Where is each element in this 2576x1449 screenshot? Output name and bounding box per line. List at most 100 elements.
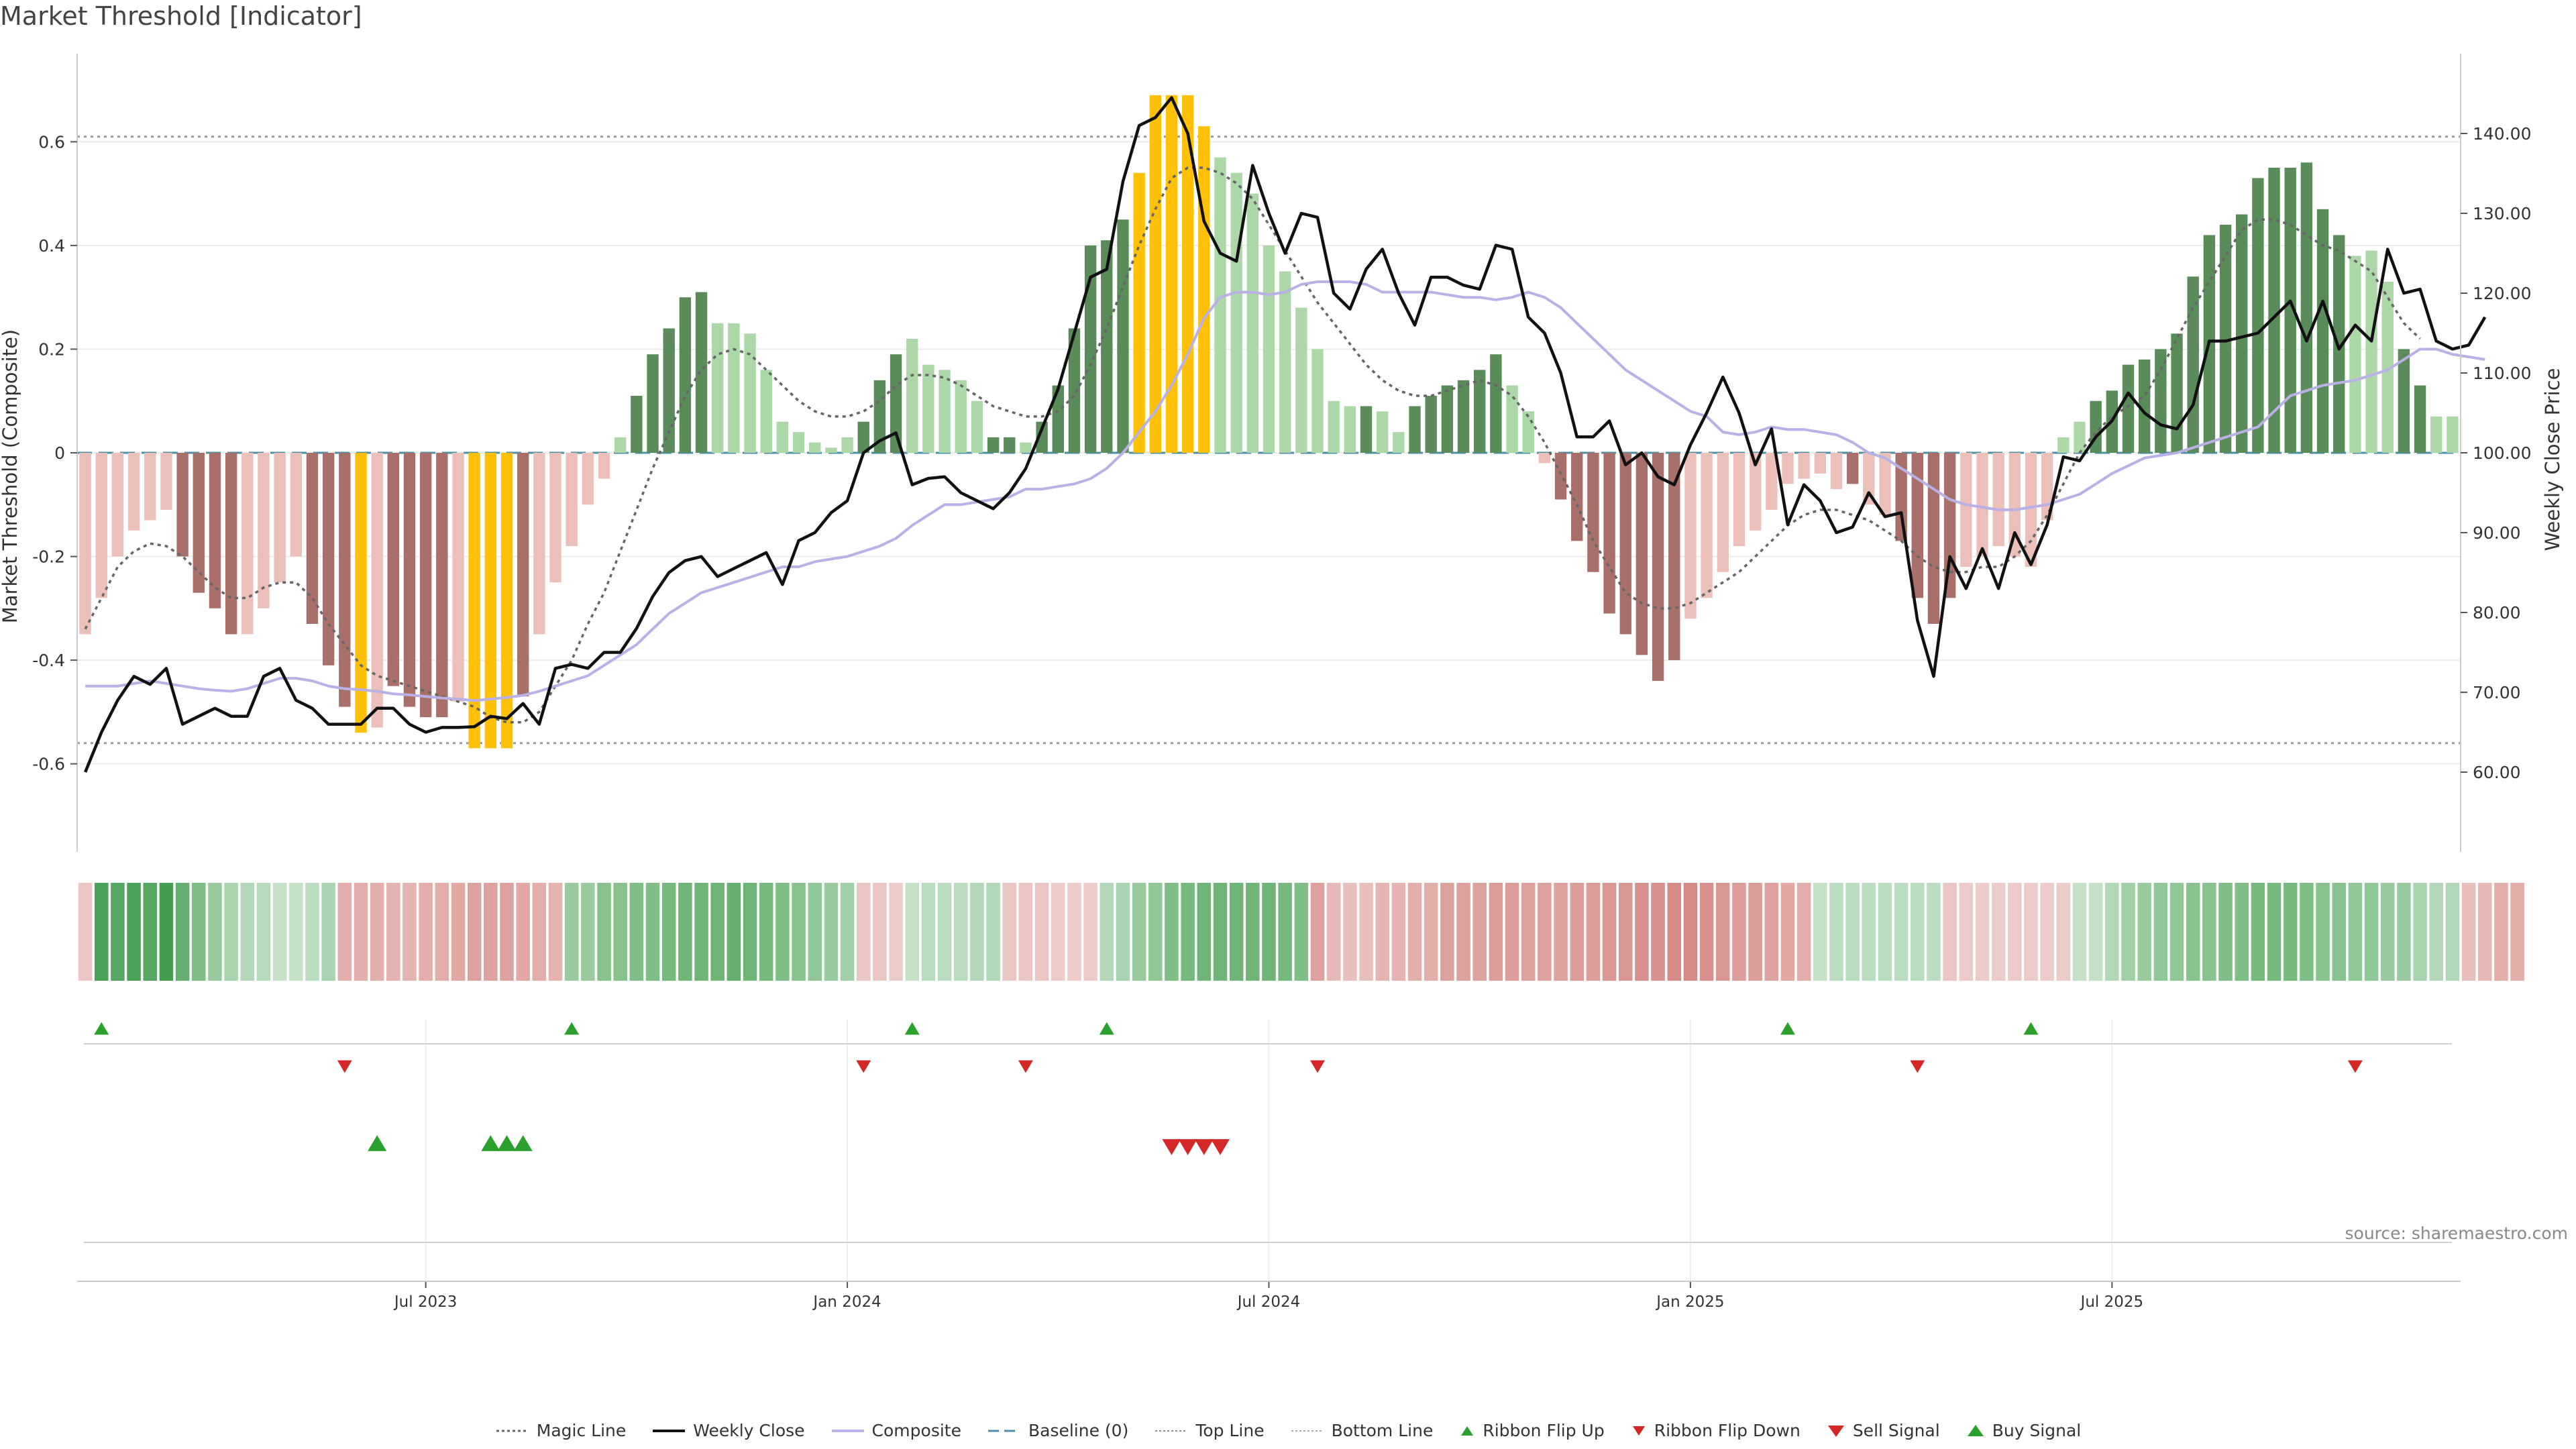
ribbon-cell — [1002, 883, 1017, 981]
ribbon-cell — [2169, 883, 2184, 981]
threshold-bar — [1895, 453, 1907, 541]
legend-label: Magic Line — [536, 1421, 627, 1440]
legend-item-ribbon-flip-down: Ribbon Flip Down — [1630, 1421, 1801, 1440]
threshold-bar — [517, 453, 529, 697]
threshold-bar — [2284, 168, 2296, 453]
ribbon-flip-down-marker — [337, 1060, 352, 1073]
ribbon-cell — [2332, 883, 2346, 981]
ribbon-cell — [1894, 883, 1909, 981]
threshold-bar — [1846, 453, 1859, 484]
threshold-bar — [2025, 453, 2037, 567]
source-note: source: sharemaestro.com — [2345, 1224, 2569, 1243]
threshold-bar — [290, 453, 302, 557]
threshold-bar — [1181, 95, 1194, 453]
threshold-bar — [2300, 162, 2313, 453]
ribbon-cell — [2202, 883, 2216, 981]
threshold-bar — [355, 453, 367, 733]
ribbon-cell — [1715, 883, 1730, 981]
sell-signal-marker — [1210, 1139, 1230, 1155]
ribbon-cell — [921, 883, 936, 981]
right-tick-label: 140.00 — [2473, 124, 2531, 144]
left-tick-label: -0.4 — [32, 651, 65, 670]
ribbon-cell — [1554, 883, 1568, 981]
right-tick-label: 60.00 — [2473, 763, 2521, 782]
threshold-bar — [1311, 349, 1324, 453]
sell-signal-marker — [1194, 1139, 1214, 1155]
threshold-bar — [987, 437, 1000, 453]
ribbon-cell — [2283, 883, 2298, 981]
threshold-bar — [419, 453, 432, 718]
ribbon-cell — [78, 883, 93, 981]
threshold-bar — [1052, 385, 1064, 453]
ribbon-flip-up-marker — [94, 1022, 109, 1035]
ribbon-cell — [516, 883, 530, 981]
legend-item-weekly-close: Weekly Close — [651, 1421, 805, 1440]
ribbon-cell — [1326, 883, 1341, 981]
threshold-bar — [1004, 437, 1016, 453]
threshold-bar — [241, 453, 254, 635]
ribbon-cell — [2235, 883, 2249, 981]
ribbon-cell — [467, 883, 482, 981]
threshold-bar — [452, 453, 464, 702]
legend-item-buy-signal: Buy Signal — [1966, 1421, 2081, 1440]
buy-signal-marker — [368, 1135, 387, 1151]
threshold-bar — [1814, 453, 1826, 474]
ribbon-flip-up-marker — [564, 1022, 580, 1035]
ribbon-cell — [597, 883, 611, 981]
threshold-bar — [1133, 172, 1145, 453]
threshold-bar — [111, 453, 124, 557]
threshold-bar — [549, 453, 561, 583]
right-tick-label: 90.00 — [2473, 523, 2521, 543]
ribbon-flip-up-icon — [1461, 1426, 1474, 1436]
threshold-bar — [225, 453, 237, 635]
threshold-bar — [2447, 416, 2459, 453]
threshold-bar — [1830, 453, 1843, 490]
sell-signal-marker — [1162, 1139, 1181, 1155]
ribbon-cell — [581, 883, 595, 981]
ribbon-cell — [1699, 883, 1714, 981]
ribbon-cell — [953, 883, 968, 981]
threshold-bar — [1360, 406, 1373, 453]
ribbon-cell — [1278, 883, 1292, 981]
threshold-bar — [1084, 245, 1097, 453]
threshold-bar — [160, 453, 172, 510]
ribbon-cell — [2121, 883, 2135, 981]
ribbon-cell — [435, 883, 449, 981]
threshold-bar — [1766, 453, 1778, 510]
threshold-bar — [1879, 453, 1891, 515]
ribbon-cell — [1165, 883, 1179, 981]
ribbon-cell — [775, 883, 790, 981]
magic-line — [84, 166, 2421, 724]
threshold-bar — [566, 453, 578, 547]
threshold-bar — [1214, 157, 1226, 453]
ribbon-cell — [2494, 883, 2508, 981]
threshold-bar — [1198, 126, 1210, 453]
right-tick-label: 130.00 — [2473, 204, 2531, 223]
ribbon-flip-up-marker — [2023, 1022, 2039, 1035]
threshold-bar — [1490, 354, 1502, 453]
threshold-bar — [1117, 219, 1129, 453]
threshold-bar — [1554, 453, 1567, 500]
ribbon-cell — [1051, 883, 1065, 981]
threshold-bar — [1927, 453, 1940, 624]
buy-signal-marker — [513, 1135, 533, 1151]
threshold-bar — [1522, 411, 1534, 453]
ribbon-cell — [727, 883, 741, 981]
threshold-bar — [1911, 453, 1924, 598]
threshold-bar — [2398, 349, 2410, 453]
ribbon-cell — [2040, 883, 2054, 981]
legend-label: Ribbon Flip Down — [1654, 1421, 1801, 1440]
ribbon-cell — [1375, 883, 1389, 981]
threshold-bar — [1571, 453, 1583, 541]
threshold-bar — [2138, 359, 2151, 453]
ribbon-cell — [2056, 883, 2071, 981]
threshold-bar — [2430, 416, 2443, 453]
magic-line-swatch — [496, 1430, 529, 1432]
ribbon-cell — [419, 883, 433, 981]
legend-item-sell-signal: Sell Signal — [1826, 1421, 1940, 1440]
threshold-bar — [1992, 453, 2004, 547]
threshold-bar — [1863, 453, 1875, 505]
legend-label: Top Line — [1195, 1421, 1265, 1440]
ribbon-cell — [224, 883, 238, 981]
ribbon-cell — [127, 883, 141, 981]
